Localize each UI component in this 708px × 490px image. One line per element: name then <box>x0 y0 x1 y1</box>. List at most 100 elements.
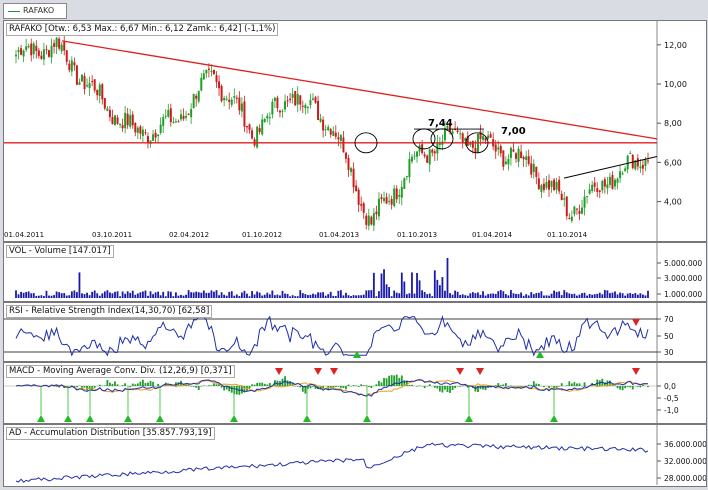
candle-body <box>200 78 202 91</box>
candle-body <box>452 131 454 133</box>
volume-bar <box>223 295 225 298</box>
candle-body <box>312 98 314 99</box>
candle-body <box>355 186 357 192</box>
macd-histogram-bar <box>139 382 141 386</box>
candle-body <box>20 48 22 55</box>
y-tick-label: 1.000.000 <box>664 290 702 299</box>
volume-bar <box>127 291 129 298</box>
volume-bar <box>312 294 314 298</box>
candle-body <box>109 110 111 117</box>
volume-bar <box>122 291 124 298</box>
macd-histogram-bar <box>424 386 426 388</box>
volume-bar <box>388 287 390 298</box>
volume-bar <box>617 294 619 298</box>
macd-histogram-bar <box>365 385 367 386</box>
volume-bar <box>84 294 86 298</box>
candle-body <box>208 69 210 70</box>
candle-body <box>604 179 606 186</box>
volume-bar <box>249 296 251 298</box>
ad-panel-title: AD - Accumulation Distribution [35.857.7… <box>6 427 215 440</box>
volume-bar <box>195 292 197 298</box>
candle-body <box>487 136 489 139</box>
volume-bar <box>264 295 266 298</box>
macd-histogram-bar <box>150 381 152 386</box>
candle-body <box>198 91 200 102</box>
macd-histogram-bar <box>312 386 314 387</box>
macd-histogram-bar <box>566 385 568 386</box>
candle-body <box>525 156 527 160</box>
macd-histogram-bar <box>502 384 504 386</box>
downtrend-line <box>62 41 657 139</box>
macd-histogram-bar <box>419 385 421 386</box>
volume-bar <box>548 296 550 298</box>
candle-body <box>15 55 17 57</box>
volume-bar <box>322 292 324 298</box>
volume-bar <box>368 290 370 298</box>
volume-bar <box>586 296 588 298</box>
legend[interactable]: RAFAKO <box>3 3 67 19</box>
candle-body <box>203 73 205 79</box>
volume-bar <box>525 294 527 298</box>
candle-body <box>431 150 433 153</box>
candle-body <box>231 100 233 105</box>
candle-body <box>282 111 284 112</box>
volume-bar <box>241 292 243 298</box>
volume-bar <box>459 295 461 298</box>
candle-body <box>84 76 86 89</box>
volume-bar <box>510 290 512 298</box>
legend-label: RAFAKO <box>23 5 54 16</box>
macd-histogram-bar <box>508 386 510 387</box>
y-tick-label: 36.000.000 <box>664 440 706 449</box>
volume-bar <box>175 292 177 298</box>
volume-bar <box>629 293 631 298</box>
x-tick-label: 02.04.2012 <box>169 231 209 239</box>
macd-histogram-bar <box>434 386 436 388</box>
macd-histogram-bar <box>632 386 634 389</box>
candle-body <box>535 167 537 177</box>
volume-bar <box>538 293 540 298</box>
macd-histogram-bar <box>584 382 586 386</box>
volume-bar <box>591 295 593 298</box>
macd-histogram-bar <box>259 383 261 386</box>
volume-bar <box>429 294 431 298</box>
volume-bar <box>406 294 408 298</box>
candle-body <box>479 131 481 139</box>
volume-bar <box>271 291 273 298</box>
macd-panel[interactable]: 0,0-0,5-1,0 MACD - Moving Average Conv. … <box>3 362 707 424</box>
volume-bar <box>106 290 108 298</box>
y-tick-label: 10,00 <box>664 80 687 89</box>
macd-histogram-bar <box>396 375 398 386</box>
volume-bar <box>358 295 360 298</box>
candle-body <box>327 127 329 130</box>
candle-body <box>284 101 286 109</box>
volume-bar <box>307 295 309 298</box>
volume-bar <box>571 294 573 298</box>
macd-histogram-bar <box>614 385 616 386</box>
macd-histogram-bar <box>439 386 441 392</box>
volume-bar <box>485 296 487 298</box>
candle-body <box>71 60 73 71</box>
candle-body <box>78 82 80 85</box>
candle-body <box>350 168 352 172</box>
volume-bar <box>86 293 88 298</box>
candle-body <box>502 150 504 166</box>
macd-histogram-bar <box>558 386 560 387</box>
macd-histogram-bar <box>157 384 159 386</box>
macd-histogram-bar <box>142 380 144 386</box>
macd-histogram-bar <box>221 386 223 388</box>
macd-histogram-bar <box>195 386 197 388</box>
volume-bar <box>449 293 451 298</box>
candle-body <box>495 145 497 152</box>
volume-bar <box>292 295 294 298</box>
volume-bar <box>505 294 507 298</box>
volume-bar <box>112 293 114 298</box>
volume-bar <box>469 293 471 298</box>
volume-bar <box>452 295 454 298</box>
volume-bar <box>393 291 395 298</box>
volume-bar <box>221 292 223 298</box>
volume-bar <box>386 284 388 298</box>
